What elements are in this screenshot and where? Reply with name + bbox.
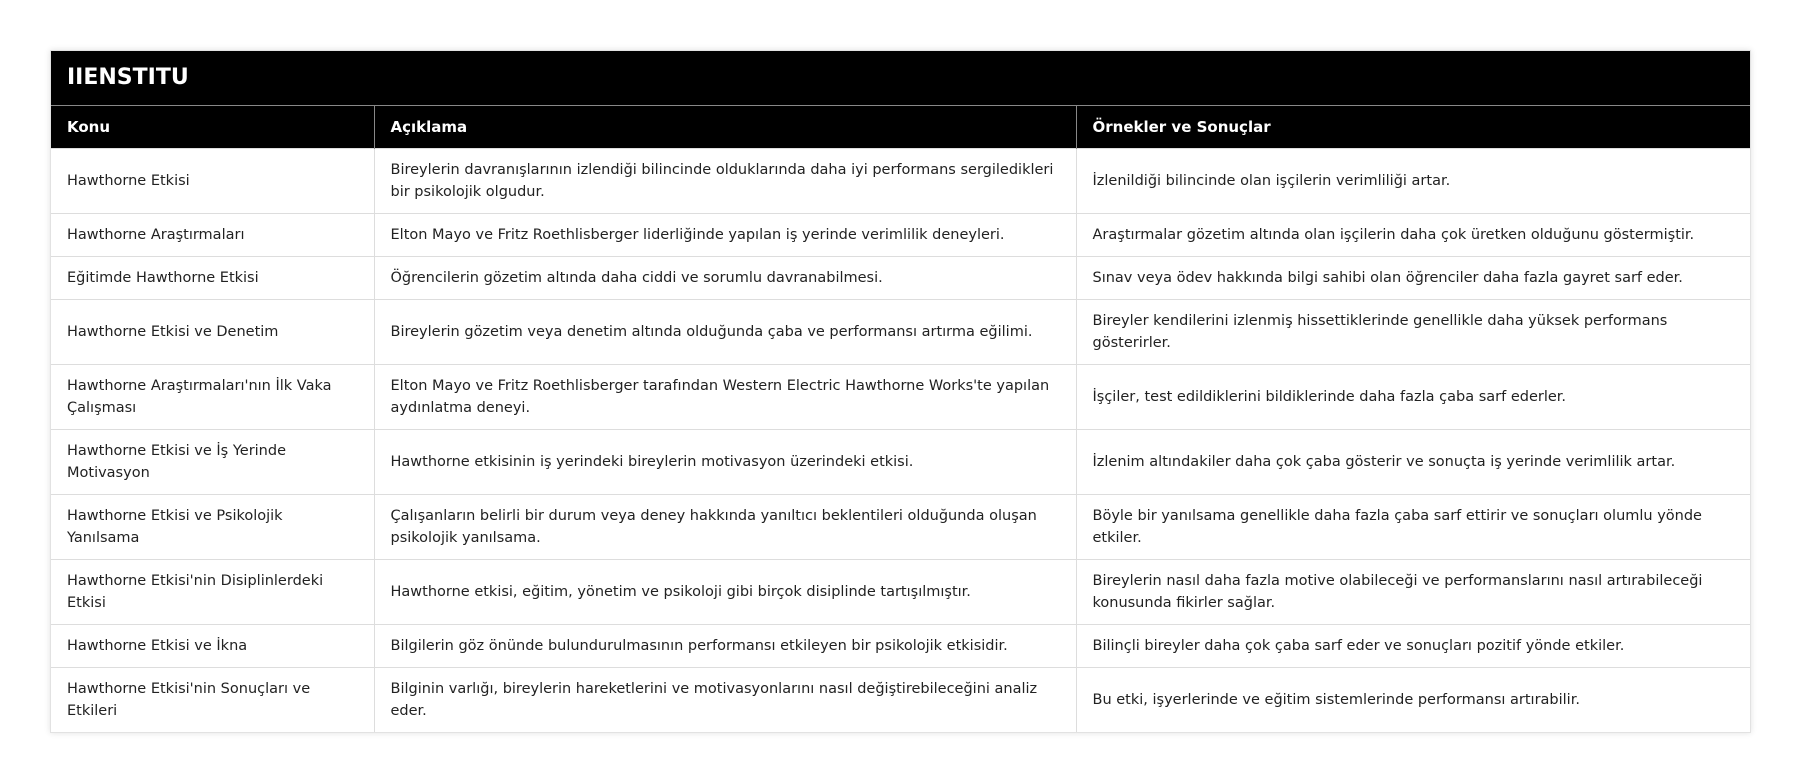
examples-cell: Araştırmalar gözetim altında olan işçile… xyxy=(1076,213,1750,257)
description-cell: Elton Mayo ve Fritz Roethlisberger taraf… xyxy=(374,364,1077,430)
data-table: Konu Açıklama Örnekler ve Sonuçlar Hawth… xyxy=(51,106,1750,732)
column-header-konu: Konu xyxy=(51,106,375,149)
topic-cell: Hawthorne Etkisi ve Denetim xyxy=(51,299,375,365)
table-row: Hawthorne Etkisi Bireylerin davranışların… xyxy=(51,148,1750,214)
examples-cell: Böyle bir yanılsama genellikle daha fazl… xyxy=(1076,494,1750,560)
examples-cell: İzlenildiği bilincinde olan işçilerin ve… xyxy=(1076,148,1750,214)
topic-cell: Hawthorne Etkisi ve Psikolojik Yanılsama xyxy=(51,494,375,560)
topic-cell: Eğitimde Hawthorne Etkisi xyxy=(51,256,375,300)
examples-cell: İşçiler, test edildiklerini bildiklerind… xyxy=(1076,364,1750,430)
content-table-card: IIENSTITU Konu Açıklama Örnekler ve Sonu… xyxy=(50,50,1751,733)
header-row: Konu Açıklama Örnekler ve Sonuçlar xyxy=(51,106,1750,149)
topic-cell: Hawthorne Etkisi'nin Disiplinlerdeki Etk… xyxy=(51,559,375,625)
examples-cell: İzlenim altındakiler daha çok çaba göste… xyxy=(1076,429,1750,495)
topic-cell: Hawthorne Etkisi'nin Sonuçları ve Etkile… xyxy=(51,667,375,732)
description-cell: Bilgilerin göz önünde bulundurulmasının … xyxy=(374,624,1077,668)
topic-cell: Hawthorne Etkisi ve İkna xyxy=(51,624,375,668)
topic-cell: Hawthorne Etkisi ve İş Yerinde Motivasyo… xyxy=(51,429,375,495)
table-row: Hawthorne Etkisi ve İş Yerinde Motivasyo… xyxy=(51,429,1750,495)
description-cell: Çalışanların belirli bir durum veya dene… xyxy=(374,494,1077,560)
description-cell: Bireylerin davranışlarının izlendiği bil… xyxy=(374,148,1077,214)
table-row: Hawthorne Etkisi ve Psikolojik Yanılsama… xyxy=(51,494,1750,560)
column-header-ornekler: Örnekler ve Sonuçlar xyxy=(1076,106,1750,149)
table-row: Hawthorne Araştırmaları Elton Mayo ve Fri… xyxy=(51,213,1750,257)
description-cell: Hawthorne etkisi, eğitim, yönetim ve psi… xyxy=(374,559,1077,625)
description-cell: Öğrencilerin gözetim altında daha ciddi … xyxy=(374,256,1077,300)
table-row: Hawthorne Etkisi ve İkna Bilgilerin göz ö… xyxy=(51,624,1750,668)
examples-cell: Sınav veya ödev hakkında bilgi sahibi ol… xyxy=(1076,256,1750,300)
table-row: Eğitimde Hawthorne Etkisi Öğrencilerin gö… xyxy=(51,256,1750,300)
examples-cell: Bilinçli bireyler daha çok çaba sarf ede… xyxy=(1076,624,1750,668)
examples-cell: Bireylerin nasıl daha fazla motive olabi… xyxy=(1076,559,1750,625)
table-row: Hawthorne Etkisi'nin Sonuçları ve Etkile… xyxy=(51,667,1750,732)
description-cell: Bilginin varlığı, bireylerin hareketleri… xyxy=(374,667,1077,732)
column-header-aciklama: Açıklama xyxy=(374,106,1077,149)
topic-cell: Hawthorne Araştırmaları xyxy=(51,213,375,257)
table-row: Hawthorne Etkisi ve Denetim Bireylerin gö… xyxy=(51,299,1750,365)
table-row: Hawthorne Etkisi'nin Disiplinlerdeki Etk… xyxy=(51,559,1750,625)
description-cell: Hawthorne etkisinin iş yerindeki bireyle… xyxy=(374,429,1077,495)
topic-cell: Hawthorne Etkisi xyxy=(51,148,375,214)
examples-cell: Bu etki, işyerlerinde ve eğitim sistemle… xyxy=(1076,667,1750,732)
topic-cell: Hawthorne Araştırmaları'nın İlk Vaka Çal… xyxy=(51,364,375,430)
table-row: Hawthorne Araştırmaları'nın İlk Vaka Çal… xyxy=(51,364,1750,430)
table-title: IIENSTITU xyxy=(51,51,1750,106)
description-cell: Bireylerin gözetim veya denetim altında … xyxy=(374,299,1077,365)
examples-cell: Bireyler kendilerini izlenmiş hissettikl… xyxy=(1076,299,1750,365)
description-cell: Elton Mayo ve Fritz Roethlisberger lider… xyxy=(374,213,1077,257)
